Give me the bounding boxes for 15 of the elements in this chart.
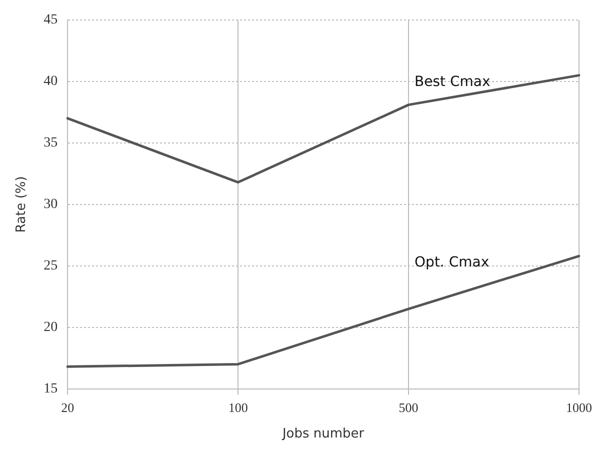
y-tick-label: 45 — [44, 12, 58, 28]
y-tick-label: 40 — [44, 74, 58, 90]
x-tick-label: 500 — [398, 400, 418, 416]
y-tick-label: 35 — [44, 136, 58, 151]
x-tick-label: 20 — [61, 400, 74, 416]
x-tick-label: 1000 — [566, 400, 592, 416]
series-label: Best Cmax — [414, 74, 490, 90]
y-tick-label: 30 — [44, 197, 58, 212]
x-tick-label: 100 — [228, 400, 248, 416]
x-axis-title: Jobs number — [281, 426, 365, 442]
y-tick-label: 20 — [44, 320, 58, 336]
y-tick-label: 25 — [44, 258, 58, 274]
y-axis-title: Rate (%) — [14, 176, 30, 233]
y-tick-label: 15 — [44, 381, 58, 396]
series-label: Opt. Cmax — [414, 254, 490, 271]
